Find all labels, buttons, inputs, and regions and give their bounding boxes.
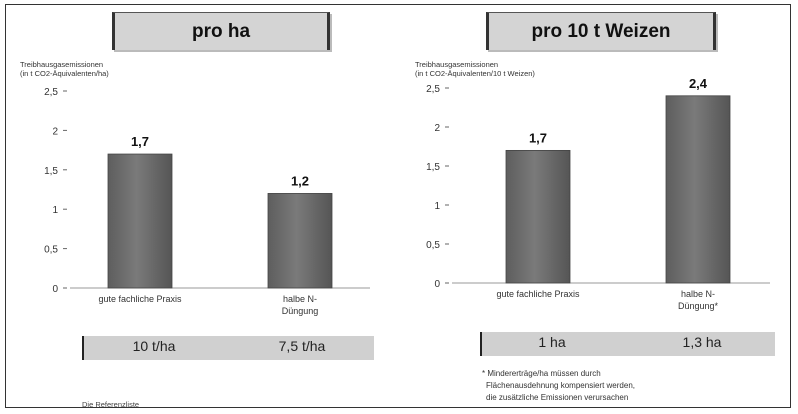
left-chart-title: pro ha (112, 12, 330, 50)
left-y-tick-label: 2,5 (44, 87, 58, 98)
footnote-line: * Mindererträge/ha müssen durch (482, 369, 601, 378)
left-value-label: 1,7 (131, 134, 149, 149)
right-bar-chart: 0 0,5 1 1,5 2 2,5 1,7 gute fachliche Praxis 2,4 h… (426, 76, 770, 311)
right-category-label: Düngung* (678, 301, 719, 311)
right-chart-title: pro 10 t Weizen (486, 12, 716, 50)
right-y-tick-label: 2 (434, 123, 440, 134)
right-bar (665, 95, 731, 284)
right-info-cell-1: 1 ha (538, 334, 566, 350)
right-info-cell-2: 1,3 ha (682, 334, 722, 350)
right-category-label: gute fachliche Praxis (496, 289, 580, 299)
right-category-label: halbe N- (681, 289, 715, 299)
left-y-tick-label: 1 (52, 205, 58, 216)
left-y-tick-label: 2 (52, 126, 58, 137)
left-bar (107, 153, 173, 289)
footnote: * Mindererträge/ha müssen durch Flächena… (482, 368, 635, 404)
left-y-tick-label: 1,5 (44, 166, 58, 177)
right-y-tick-label: 1,5 (426, 162, 440, 173)
right-y-tick-label: 0 (434, 279, 440, 290)
left-y-tick-label: 0,5 (44, 245, 58, 256)
left-info-cell-2: 7,5 t/ha (278, 338, 326, 354)
left-y-tick-label: 0 (52, 284, 58, 295)
right-value-label: 2,4 (689, 76, 708, 91)
source-label: Die Referenzliste (82, 400, 140, 409)
left-chart-title-text: pro ha (191, 20, 251, 42)
right-value-label: 1,7 (529, 130, 547, 145)
left-category-label: gute fachliche Praxis (98, 294, 182, 304)
right-chart-title-text: pro 10 t Weizen (531, 20, 671, 42)
left-value-label: 1,2 (291, 173, 309, 188)
left-category-label: halbe N- (283, 294, 317, 304)
right-info-row: 1 ha 1,3 ha (480, 332, 775, 356)
right-y-tick-label: 2,5 (426, 84, 440, 95)
right-y-tick-label: 0,5 (426, 240, 440, 251)
left-y-axis-label: Treibhausgasemissionen (in t CO2-Äquival… (20, 60, 109, 78)
footnote-line: die zusätzliche Emissionen verursachen (486, 393, 629, 402)
footnote-line: Flächenausdehnung kompensiert werden, (486, 381, 635, 390)
left-info-cell-1: 10 t/ha (132, 338, 176, 354)
right-y-axis-label: Treibhausgasemissionen (in t CO2-Äquival… (415, 60, 535, 78)
left-category-label: Düngung (282, 306, 319, 316)
right-y-tick-label: 1 (434, 201, 440, 212)
right-bar (505, 149, 571, 284)
left-bar (267, 193, 333, 289)
left-info-row: 10 t/ha 7,5 t/ha (82, 336, 374, 360)
left-bar-chart: 0 0,5 1 1,5 2 2,5 1,7 gute fachliche Praxis 1,2 h… (44, 87, 370, 316)
